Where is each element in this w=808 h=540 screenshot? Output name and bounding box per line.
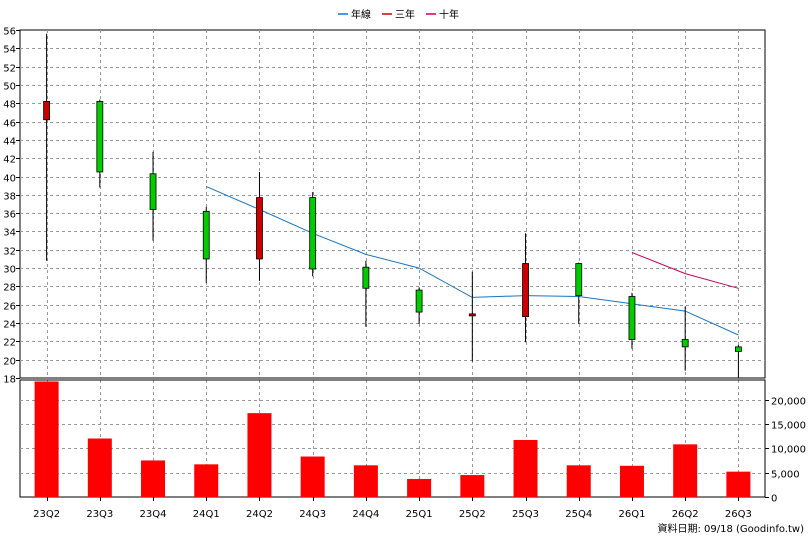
legend-label-1: 三年 [395,8,415,21]
volume-bar [141,460,166,497]
price-tick-label: 28 [3,283,16,294]
volume-bar [353,465,378,497]
volume-bar [87,438,112,497]
price-panel: 18 20 22 24 26 28 30 32 34 36 38 40 42 44 46 48 50 52 54 56 [3,27,766,386]
price-tick-label: 32 [3,247,16,258]
volume-tick-label: 20,000 [771,397,806,408]
volume-plot-frame [19,379,766,498]
volume-bar [460,475,485,497]
ma-line-十年 [631,252,739,289]
price-tick-label: 24 [3,320,16,331]
x-tick-label: 23Q3 [86,509,113,520]
price-tick-label: 42 [3,155,16,166]
candle-body [468,313,476,317]
candle-body [681,339,689,348]
x-tick-label: 26Q2 [672,509,699,520]
price-tick-label: 52 [3,64,16,75]
x-tick-label: 24Q1 [193,509,220,520]
candle-body [628,296,636,340]
x-tick-label: 23Q4 [140,509,167,520]
candle-body [256,197,263,260]
volume-bar [300,456,325,497]
volume-tick-label: 10,000 [771,445,806,456]
volume-bar [34,381,59,497]
price-tick-label: 36 [3,210,16,221]
price-tick-label: 22 [3,338,16,349]
price-tick-label: 44 [3,137,16,148]
x-tick-label: 25Q2 [459,509,486,520]
candle-body [522,263,529,318]
volume-tick-label: 15,000 [771,421,806,432]
volume-tick-label: 5,000 [771,470,800,481]
candle-body [202,210,210,260]
volume-bar [619,465,644,497]
price-tick-label: 18 [3,375,16,386]
price-tick-label: 20 [3,357,16,368]
candle-body [309,197,317,270]
x-tick-label: 25Q4 [565,509,592,520]
volume-bar [407,478,432,497]
x-tick-label: 24Q4 [352,509,379,520]
volume-panel: 0 5,000 10,000 15,000 20,000 [19,379,806,505]
volume-bar [566,465,591,497]
legend-label-2: 十年 [439,8,459,21]
price-tick-label: 48 [3,100,16,111]
candle-body [734,346,742,352]
price-tick-label: 56 [3,27,16,38]
price-tick-label: 46 [3,119,16,130]
legend-label-0: 年線 [351,8,371,21]
volume-bar [247,413,272,497]
price-tick-label: 50 [3,82,16,93]
candle-body [415,289,423,313]
candle-body [96,101,104,173]
x-axis: 23Q2 23Q3 23Q4 24Q1 24Q2 24Q3 24Q4 25Q1 25Q2 25Q3… [33,497,752,520]
x-tick-label: 25Q1 [406,509,433,520]
volume-tick-label: 0 [771,494,777,505]
legend: 年線 三年 十年 [338,8,459,21]
volume-bar [726,471,751,497]
source-note: 資料日期: 09/18 (Goodinfo.tw) [657,522,804,535]
candle-body [149,173,157,210]
x-tick-label: 25Q3 [512,509,539,520]
x-tick-label: 26Q3 [725,509,752,520]
price-tick-label: 38 [3,192,16,203]
price-tick-label: 30 [3,265,16,276]
volume-bar [513,439,538,497]
candle-body [362,266,370,289]
volume-bar [673,444,698,497]
price-tick-label: 34 [3,228,16,239]
candle-body [575,263,583,296]
x-tick-label: 23Q2 [33,509,60,520]
price-tick-label: 40 [3,174,16,185]
price-tick-label: 54 [3,45,16,56]
candle-body [43,101,51,121]
price-tick-label: 26 [3,302,16,313]
x-tick-label: 24Q2 [246,509,273,520]
x-tick-label: 26Q1 [618,509,645,520]
price-plot-frame [19,29,766,379]
x-tick-label: 24Q3 [299,509,326,520]
volume-bar [194,464,219,497]
